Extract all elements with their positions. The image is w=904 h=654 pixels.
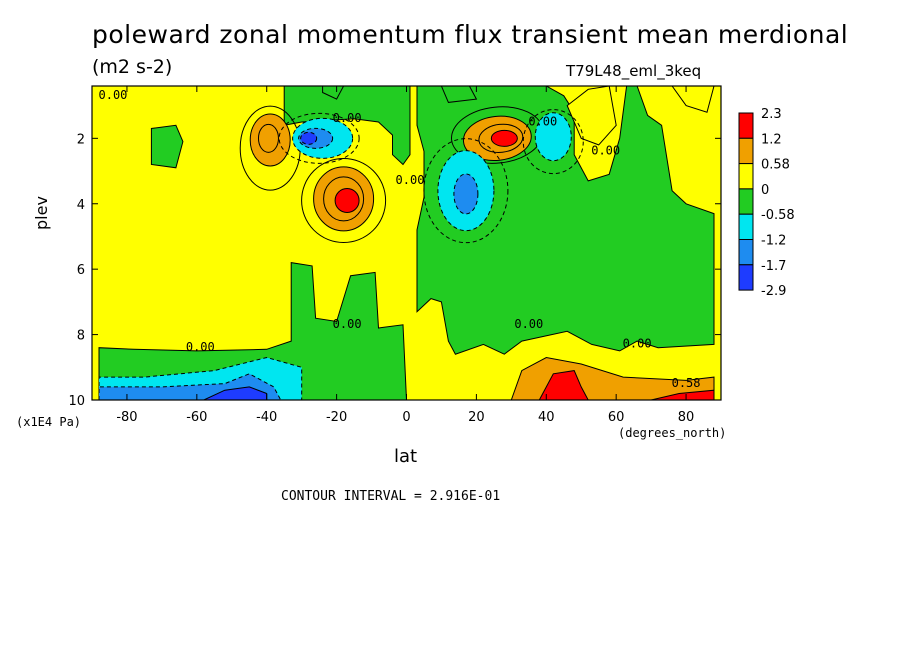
contour-interval: CONTOUR INTERVAL = 2.916E-01 [281, 489, 501, 504]
neg-surface-sh-core [203, 386, 268, 400]
colorbar-swatch [738, 137, 754, 165]
contour-label: 0.58 [672, 376, 701, 390]
colorbar-label: -2.9 [761, 284, 786, 299]
colorbar-label: 2.3 [761, 107, 782, 122]
plot-field: 0.00 0.00 0.00 0.00 0.00 0.00 0.00 0.00 0.00 0.58 [92, 86, 721, 400]
yellow-region-1 [671, 86, 715, 113]
pos-cell-sh-upper-inner [257, 123, 279, 153]
pos-cell-sh-upper [249, 113, 291, 167]
colorbar-swatch [738, 213, 754, 240]
colorbar-label: 1.2 [761, 132, 782, 147]
x-tick-label: -80 [116, 410, 137, 425]
green-region-1 [283, 86, 411, 166]
contour-label: 0.00 [591, 144, 620, 158]
neg-cell-nh-mid-outer [423, 138, 509, 244]
x-tick-label: 20 [468, 410, 485, 425]
colorbar-swatch [738, 188, 754, 215]
contour-label: 0.00 [186, 340, 215, 354]
chart-units: (m2 s-2) [92, 56, 173, 78]
green-region-5 [440, 86, 478, 103]
contour-label: 0.00 [623, 337, 652, 351]
x-tick-label: 80 [678, 410, 695, 425]
pos-cell-sh-mid-core [334, 187, 360, 213]
neg-cell-nh-upper-outer [522, 109, 584, 175]
neg-cell-sh-upper-core [300, 131, 318, 145]
contour-label: 0.00 [528, 114, 557, 128]
x-tick-label: 40 [538, 410, 555, 425]
x-axis-units: (degrees_north) [618, 426, 727, 440]
colorbar-swatch [738, 264, 754, 291]
colorbar-label: 0 [761, 183, 769, 198]
chart-title: poleward zonal momentum flux transient m… [92, 20, 849, 49]
pos-cell-sh-mid-outer [301, 157, 387, 243]
contour-label: 0.00 [333, 317, 362, 331]
y-axis-units: (x1E4 Pa) [16, 415, 82, 429]
pos-cell-sh-mid-c2 [323, 176, 365, 222]
contour-label: 0.00 [333, 111, 362, 125]
x-tick-label: -40 [256, 410, 277, 425]
contour-label: 0.00 [514, 317, 543, 331]
colorbar-label: -0.58 [761, 208, 795, 223]
colorbar-label: -1.2 [761, 234, 786, 249]
green-region-0 [98, 262, 408, 400]
neg-cell-sh-upper-outer [278, 112, 360, 164]
pos-surface-nh-core [538, 370, 589, 400]
colorbar-label: 0.58 [761, 158, 790, 173]
colorbar-label: -1.7 [761, 259, 786, 274]
x-tick-label: -20 [326, 410, 347, 425]
colorbar-swatch [738, 239, 754, 266]
pos-cell-nh-upper-core [490, 129, 518, 147]
y-tick-label: 6 [77, 263, 85, 278]
x-tick-label: 0 [402, 410, 410, 425]
y-tick-label: 4 [77, 198, 85, 213]
y-tick-label: 2 [77, 132, 85, 147]
green-region-2 [150, 124, 184, 169]
colorbar-swatch [738, 112, 754, 139]
contour-label: 0.00 [396, 173, 425, 187]
pos-cell-nh-upper-c2 [478, 123, 524, 153]
pos-surface-nh-pole [650, 389, 715, 400]
neg-cell-nh-mid-blue [453, 173, 479, 215]
neg-cell-nh-upper [534, 112, 572, 162]
y-tick-label: 10 [68, 394, 85, 409]
contour-label: 0.00 [99, 88, 128, 102]
dataset-name: T79L48_eml_3keq [566, 62, 702, 80]
x-axis-label: lat [394, 446, 418, 467]
yellow-region-0 [566, 86, 617, 146]
colorbar-swatch [738, 163, 754, 190]
x-tick-label: 60 [608, 410, 625, 425]
y-tick-label: 8 [77, 329, 85, 344]
x-tick-label: -60 [186, 410, 207, 425]
green-region-4 [322, 86, 345, 100]
